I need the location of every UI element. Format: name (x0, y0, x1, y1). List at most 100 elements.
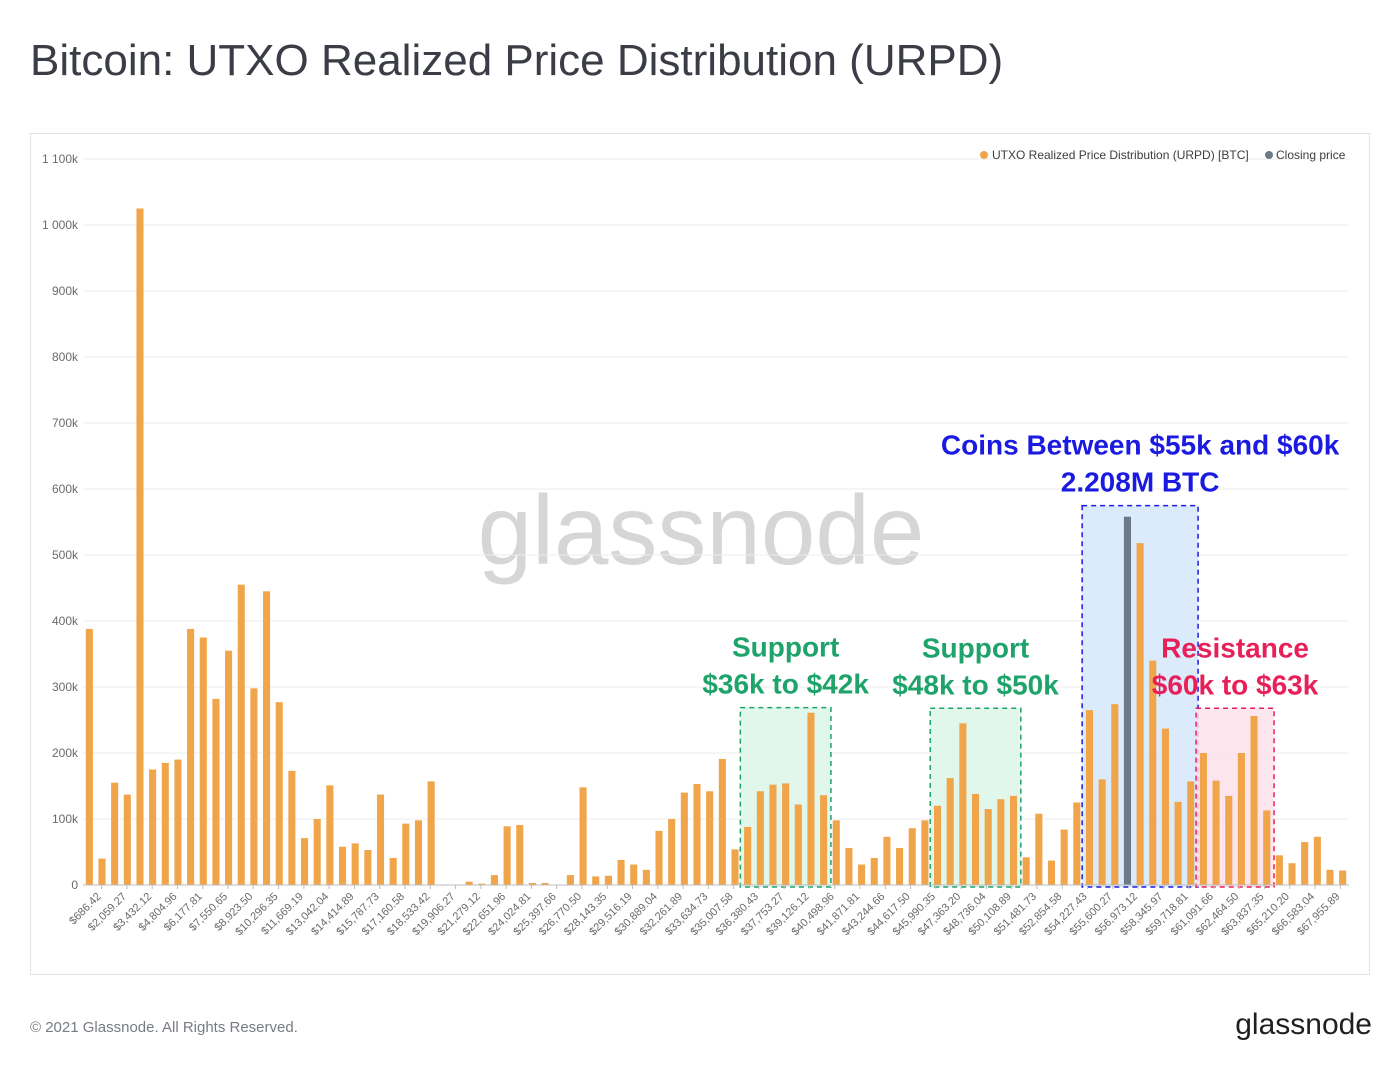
urpd-bar (642, 869, 650, 885)
copyright-text: © 2021 Glassnode. All Rights Reserved. (30, 1019, 298, 1036)
urpd-bar (604, 875, 612, 885)
urpd-bar (566, 875, 574, 885)
urpd-bar (275, 702, 283, 885)
urpd-bar (870, 857, 878, 885)
urpd-bar (1339, 870, 1347, 885)
urpd-bar (338, 846, 347, 885)
urpd-bar (769, 784, 777, 885)
legend[interactable]: UTXO Realized Price Distribution (URPD) … (980, 148, 1346, 162)
urpd-bar (1288, 863, 1296, 885)
annotation-text: 2.208M BTC (1061, 467, 1220, 498)
urpd-bar (1313, 836, 1321, 885)
urpd-bar (1009, 795, 1018, 885)
urpd-bar (1275, 855, 1283, 885)
urpd-bar (1085, 710, 1094, 885)
urpd-bar (326, 785, 334, 885)
urpd-bar (1047, 860, 1056, 885)
brand-logo[interactable]: glassnode (1235, 1008, 1372, 1041)
y-tick-label: 400k (52, 614, 79, 628)
urpd-bar (301, 838, 309, 885)
urpd-bar (503, 826, 511, 885)
urpd-bar (997, 799, 1005, 885)
urpd-bar (883, 836, 891, 885)
urpd-bar (959, 723, 967, 885)
closing-price-bar (1123, 516, 1131, 885)
y-tick-label: 800k (52, 350, 79, 364)
urpd-bar (402, 823, 410, 885)
urpd-bar (250, 688, 258, 885)
urpd-bar (111, 782, 119, 885)
urpd-bar (149, 769, 157, 885)
urpd-bar (668, 819, 676, 885)
urpd-bar (174, 759, 182, 885)
urpd-bar (85, 628, 93, 885)
annotation-text: Coins Between $55k and $60k (941, 430, 1340, 461)
legend-label-closing: Closing price (1276, 148, 1346, 162)
annotation-text: Support (922, 632, 1029, 663)
urpd-bar (490, 875, 498, 885)
urpd-bar (1263, 810, 1271, 885)
urpd-bar (516, 824, 524, 885)
urpd-bar (465, 881, 473, 885)
urpd-bar (1060, 829, 1068, 885)
urpd-bar (1301, 842, 1309, 885)
urpd-bar (845, 848, 853, 885)
urpd-bar (376, 794, 385, 885)
urpd-bar (187, 628, 195, 885)
y-tick-label: 1 000k (42, 218, 79, 232)
chart-frame: glassnode 0 100k 200k 300k 400k 500k 600k 700k 8… (30, 133, 1370, 975)
urpd-bar (1136, 543, 1144, 885)
urpd-bar (1149, 660, 1157, 885)
urpd-bar (225, 650, 233, 885)
y-tick-label: 900k (52, 284, 79, 298)
urpd-bar (1161, 728, 1169, 885)
urpd-bar (1035, 813, 1043, 885)
urpd-bar (212, 698, 220, 885)
chart-title: Bitcoin: UTXO Realized Price Distributio… (30, 36, 1004, 85)
urpd-bar (693, 784, 701, 885)
urpd-bar (123, 794, 131, 885)
urpd-bar (1237, 753, 1245, 885)
watermark-text: glassnode (478, 475, 925, 585)
urpd-bar (971, 793, 980, 885)
urpd-bar (313, 819, 321, 885)
annotation-text: $36k to $42k (702, 669, 869, 700)
urpd-bar (1187, 781, 1195, 885)
urpd-bar (1250, 716, 1258, 885)
annotation-text: Support (732, 632, 839, 663)
y-tick-label: 700k (52, 416, 79, 430)
y-tick-label: 300k (52, 680, 79, 694)
urpd-bar (592, 876, 600, 885)
x-axis: $686.42$2,059.27$3,432.12$4,804.96$6,177… (67, 884, 1349, 938)
urpd-bar (136, 208, 144, 885)
urpd-bar (934, 805, 942, 885)
urpd-bar (984, 809, 992, 885)
urpd-bar (794, 804, 802, 885)
legend-marker-urpd (980, 151, 988, 159)
urpd-bar (744, 826, 752, 885)
y-tick-label: 0 (71, 878, 78, 892)
urpd-bar (199, 637, 207, 885)
urpd-bar (414, 820, 423, 885)
urpd-chart: glassnode 0 100k 200k 300k 400k 500k 600k 700k 8… (42, 148, 1349, 938)
annotation-text: Resistance (1161, 632, 1309, 663)
legend-marker-closing (1265, 151, 1273, 159)
bars (85, 208, 1347, 885)
urpd-bar (1326, 869, 1334, 885)
urpd-bar (655, 830, 663, 885)
legend-label-urpd: UTXO Realized Price Distribution (URPD) … (992, 148, 1249, 162)
urpd-bar (263, 591, 271, 885)
y-tick-label: 1 100k (42, 152, 79, 166)
urpd-bar (161, 762, 169, 885)
urpd-bar (718, 758, 726, 885)
urpd-bar (756, 791, 764, 885)
urpd-bar (579, 787, 587, 885)
y-axis: 0 100k 200k 300k 400k 500k 600k 700k 800k 900k 1 0… (42, 152, 79, 892)
urpd-bar (617, 859, 625, 885)
urpd-bar (680, 792, 688, 885)
urpd-bar (98, 858, 106, 885)
urpd-bar (896, 848, 904, 885)
urpd-bar (782, 783, 790, 885)
urpd-bar (541, 883, 549, 885)
urpd-bar (288, 770, 296, 885)
